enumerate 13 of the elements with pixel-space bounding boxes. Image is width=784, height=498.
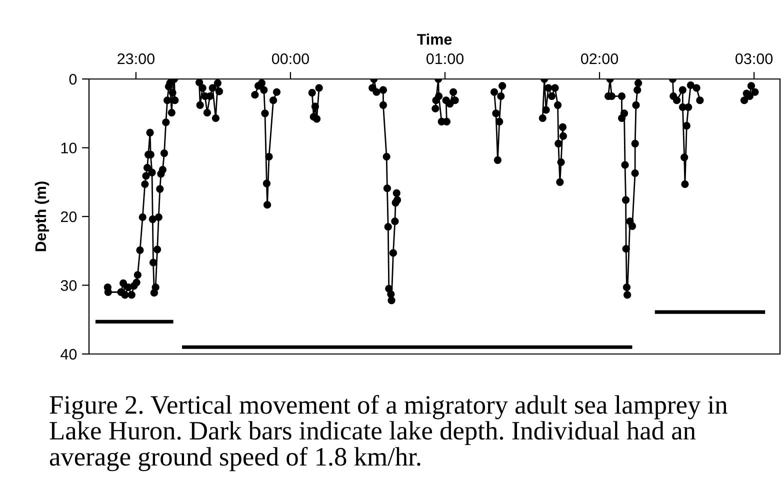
y-tick-label: 0 (69, 74, 77, 85)
x-tick-label: 03:00 (736, 53, 773, 64)
y-tick-label: 30 (60, 280, 77, 291)
y-tick-label: 10 (61, 142, 77, 154)
y-tick-label: 20 (60, 211, 77, 222)
x-tick-label: 02:00 (580, 53, 618, 64)
x-tick-label: 00:00 (272, 53, 309, 64)
y-tick-label: 40 (60, 348, 77, 360)
y-axis-title: Depth (m) (34, 182, 50, 252)
x-axis-title: Time (416, 34, 452, 45)
caption: Figure 2. Vertical movement of a migratory adult sea lamprey in Lake Huron. Dark bars indicate lake depth. Individual had an average ground speed of 1.8 km/hr. (50, 395, 728, 472)
x-tick-label: 23:00 (118, 53, 154, 64)
x-tick-label: 01:00 (426, 53, 464, 64)
